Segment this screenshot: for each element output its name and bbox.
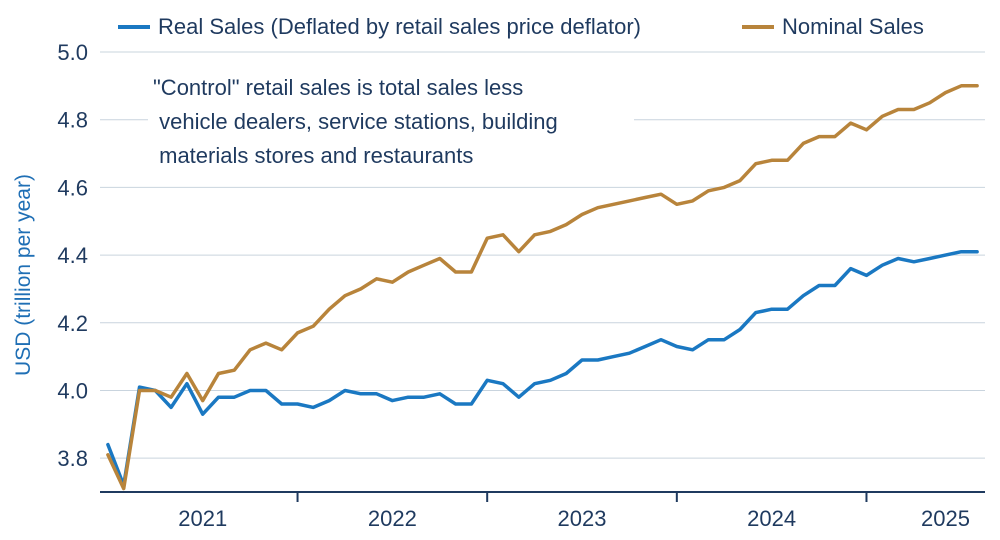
x-tick-label: 2021 [178, 506, 227, 531]
x-axis: 2021 2022 2023 2024 2025 [100, 491, 985, 531]
chart-annotation: "Control" retail sales is total sales le… [148, 68, 634, 172]
series-line-nominal-sales [106, 84, 979, 491]
annotation-line: materials stores and restaurants [153, 143, 473, 168]
annotation-line: vehicle dealers, service stations, build… [153, 109, 558, 134]
y-tick-label: 4.2 [57, 311, 88, 336]
x-tick-label: 2022 [368, 506, 417, 531]
series-line-real-sales [106, 249, 979, 487]
y-tick-label: 4.8 [57, 108, 88, 133]
y-tick-label: 5.0 [57, 40, 88, 65]
y-tick-label: 4.4 [57, 243, 88, 268]
y-tick-label: 4.0 [57, 378, 88, 403]
y-tick-label: 3.8 [57, 446, 88, 471]
x-tick-label: 2023 [558, 506, 607, 531]
y-tick-labels: 3.8 4.0 4.2 4.4 4.6 4.8 5.0 [57, 40, 88, 471]
x-tick-label: 2024 [747, 506, 796, 531]
legend: Real Sales (Deflated by retail sales pri… [118, 14, 924, 39]
y-axis-title: USD (trillion per year) [12, 174, 35, 376]
x-tick-label: 2025 [921, 506, 970, 531]
y-tick-label: 4.6 [57, 175, 88, 200]
annotation-line: "Control" retail sales is total sales le… [153, 75, 523, 100]
annotation-background [148, 68, 634, 172]
series-lines [106, 84, 979, 491]
legend-label: Nominal Sales [782, 14, 924, 39]
legend-label: Real Sales (Deflated by retail sales pri… [158, 14, 641, 39]
